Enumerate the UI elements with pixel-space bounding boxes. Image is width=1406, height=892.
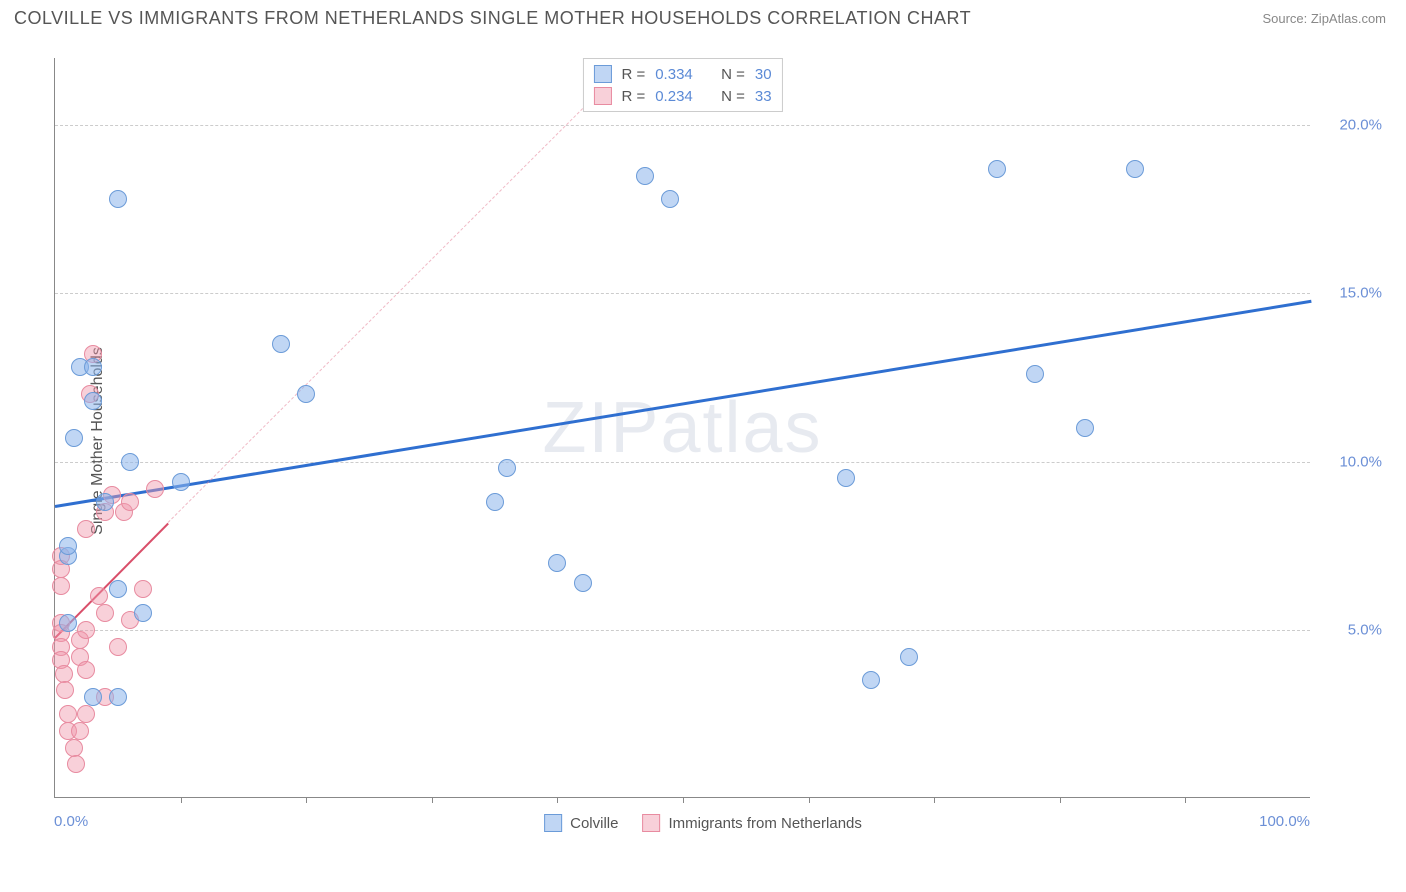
point-series-b bbox=[77, 621, 95, 639]
point-series-a bbox=[272, 335, 290, 353]
n-label: N = bbox=[721, 88, 745, 105]
legend-label: Colville bbox=[570, 815, 618, 832]
point-series-a bbox=[900, 648, 918, 666]
chart-title: COLVILLE VS IMMIGRANTS FROM NETHERLANDS … bbox=[14, 8, 971, 29]
point-series-b bbox=[134, 580, 152, 598]
grid-line bbox=[55, 293, 1310, 294]
point-series-a bbox=[548, 554, 566, 572]
point-series-a bbox=[65, 429, 83, 447]
point-series-b bbox=[96, 604, 114, 622]
legend-swatch bbox=[593, 87, 611, 105]
x-tick bbox=[306, 797, 307, 803]
plot-area: ZIPatlas 5.0%10.0%15.0%20.0%R =0.334 N =… bbox=[54, 58, 1310, 798]
watermark: ZIPatlas bbox=[542, 387, 822, 469]
point-series-b bbox=[55, 665, 73, 683]
point-series-a bbox=[84, 358, 102, 376]
x-tick bbox=[934, 797, 935, 803]
legend-item: Colville bbox=[544, 814, 618, 832]
legend-label: Immigrants from Netherlands bbox=[668, 815, 861, 832]
x-tick bbox=[1185, 797, 1186, 803]
legend-bottom: Colville Immigrants from Netherlands bbox=[544, 814, 862, 832]
x-max-label: 100.0% bbox=[1259, 813, 1310, 830]
point-series-a bbox=[109, 580, 127, 598]
n-label: N = bbox=[721, 66, 745, 83]
x-tick bbox=[557, 797, 558, 803]
point-series-a bbox=[109, 190, 127, 208]
source-label: Source: ZipAtlas.com bbox=[1262, 11, 1386, 26]
point-series-a bbox=[59, 537, 77, 555]
r-value: 0.234 bbox=[655, 88, 693, 105]
legend-swatch bbox=[642, 814, 660, 832]
point-series-a bbox=[84, 392, 102, 410]
point-series-a bbox=[1026, 365, 1044, 383]
point-series-a bbox=[1076, 419, 1094, 437]
grid-line bbox=[55, 125, 1310, 126]
point-series-a bbox=[121, 453, 139, 471]
point-series-b bbox=[52, 577, 70, 595]
point-series-a bbox=[574, 574, 592, 592]
header: COLVILLE VS IMMIGRANTS FROM NETHERLANDS … bbox=[0, 0, 1406, 33]
grid-line bbox=[55, 462, 1310, 463]
point-series-a bbox=[498, 459, 516, 477]
y-tick-label: 15.0% bbox=[1339, 285, 1382, 302]
point-series-b bbox=[77, 661, 95, 679]
point-series-b bbox=[59, 705, 77, 723]
point-series-a bbox=[837, 469, 855, 487]
point-series-a bbox=[661, 190, 679, 208]
legend-top: R = 0.334 N = 30 R = 0.234 N = 33 bbox=[582, 58, 782, 112]
point-series-a bbox=[862, 671, 880, 689]
r-label: R = bbox=[621, 66, 645, 83]
point-series-a bbox=[109, 688, 127, 706]
x-tick bbox=[683, 797, 684, 803]
x-min-label: 0.0% bbox=[54, 813, 88, 830]
point-series-a bbox=[988, 160, 1006, 178]
y-tick-label: 5.0% bbox=[1348, 621, 1382, 638]
y-tick-label: 10.0% bbox=[1339, 453, 1382, 470]
legend-row: R = 0.234 N = 33 bbox=[593, 85, 771, 107]
legend-swatch bbox=[593, 65, 611, 83]
point-series-a bbox=[134, 604, 152, 622]
chart-container: Single Mother Households ZIPatlas 5.0%10… bbox=[14, 42, 1392, 840]
point-series-a bbox=[172, 473, 190, 491]
y-tick-label: 20.0% bbox=[1339, 117, 1382, 134]
point-series-b bbox=[90, 587, 108, 605]
r-label: R = bbox=[621, 88, 645, 105]
point-series-a bbox=[59, 614, 77, 632]
point-series-b bbox=[146, 480, 164, 498]
r-value: 0.334 bbox=[655, 66, 693, 83]
point-series-a bbox=[1126, 160, 1144, 178]
n-value: 30 bbox=[755, 66, 772, 83]
x-tick bbox=[809, 797, 810, 803]
n-value: 33 bbox=[755, 88, 772, 105]
point-series-b bbox=[65, 739, 83, 757]
point-series-b bbox=[77, 705, 95, 723]
legend-item: Immigrants from Netherlands bbox=[642, 814, 861, 832]
trend-line bbox=[55, 300, 1311, 508]
x-tick bbox=[181, 797, 182, 803]
legend-row: R = 0.334 N = 30 bbox=[593, 63, 771, 85]
legend-swatch bbox=[544, 814, 562, 832]
point-series-b bbox=[109, 638, 127, 656]
point-series-b bbox=[121, 493, 139, 511]
point-series-a bbox=[297, 385, 315, 403]
point-series-a bbox=[84, 688, 102, 706]
point-series-a bbox=[96, 493, 114, 511]
grid-line bbox=[55, 630, 1310, 631]
x-tick bbox=[1060, 797, 1061, 803]
x-tick bbox=[432, 797, 433, 803]
point-series-b bbox=[71, 722, 89, 740]
point-series-b bbox=[56, 681, 74, 699]
point-series-b bbox=[77, 520, 95, 538]
point-series-b bbox=[67, 755, 85, 773]
point-series-a bbox=[486, 493, 504, 511]
point-series-a bbox=[636, 167, 654, 185]
